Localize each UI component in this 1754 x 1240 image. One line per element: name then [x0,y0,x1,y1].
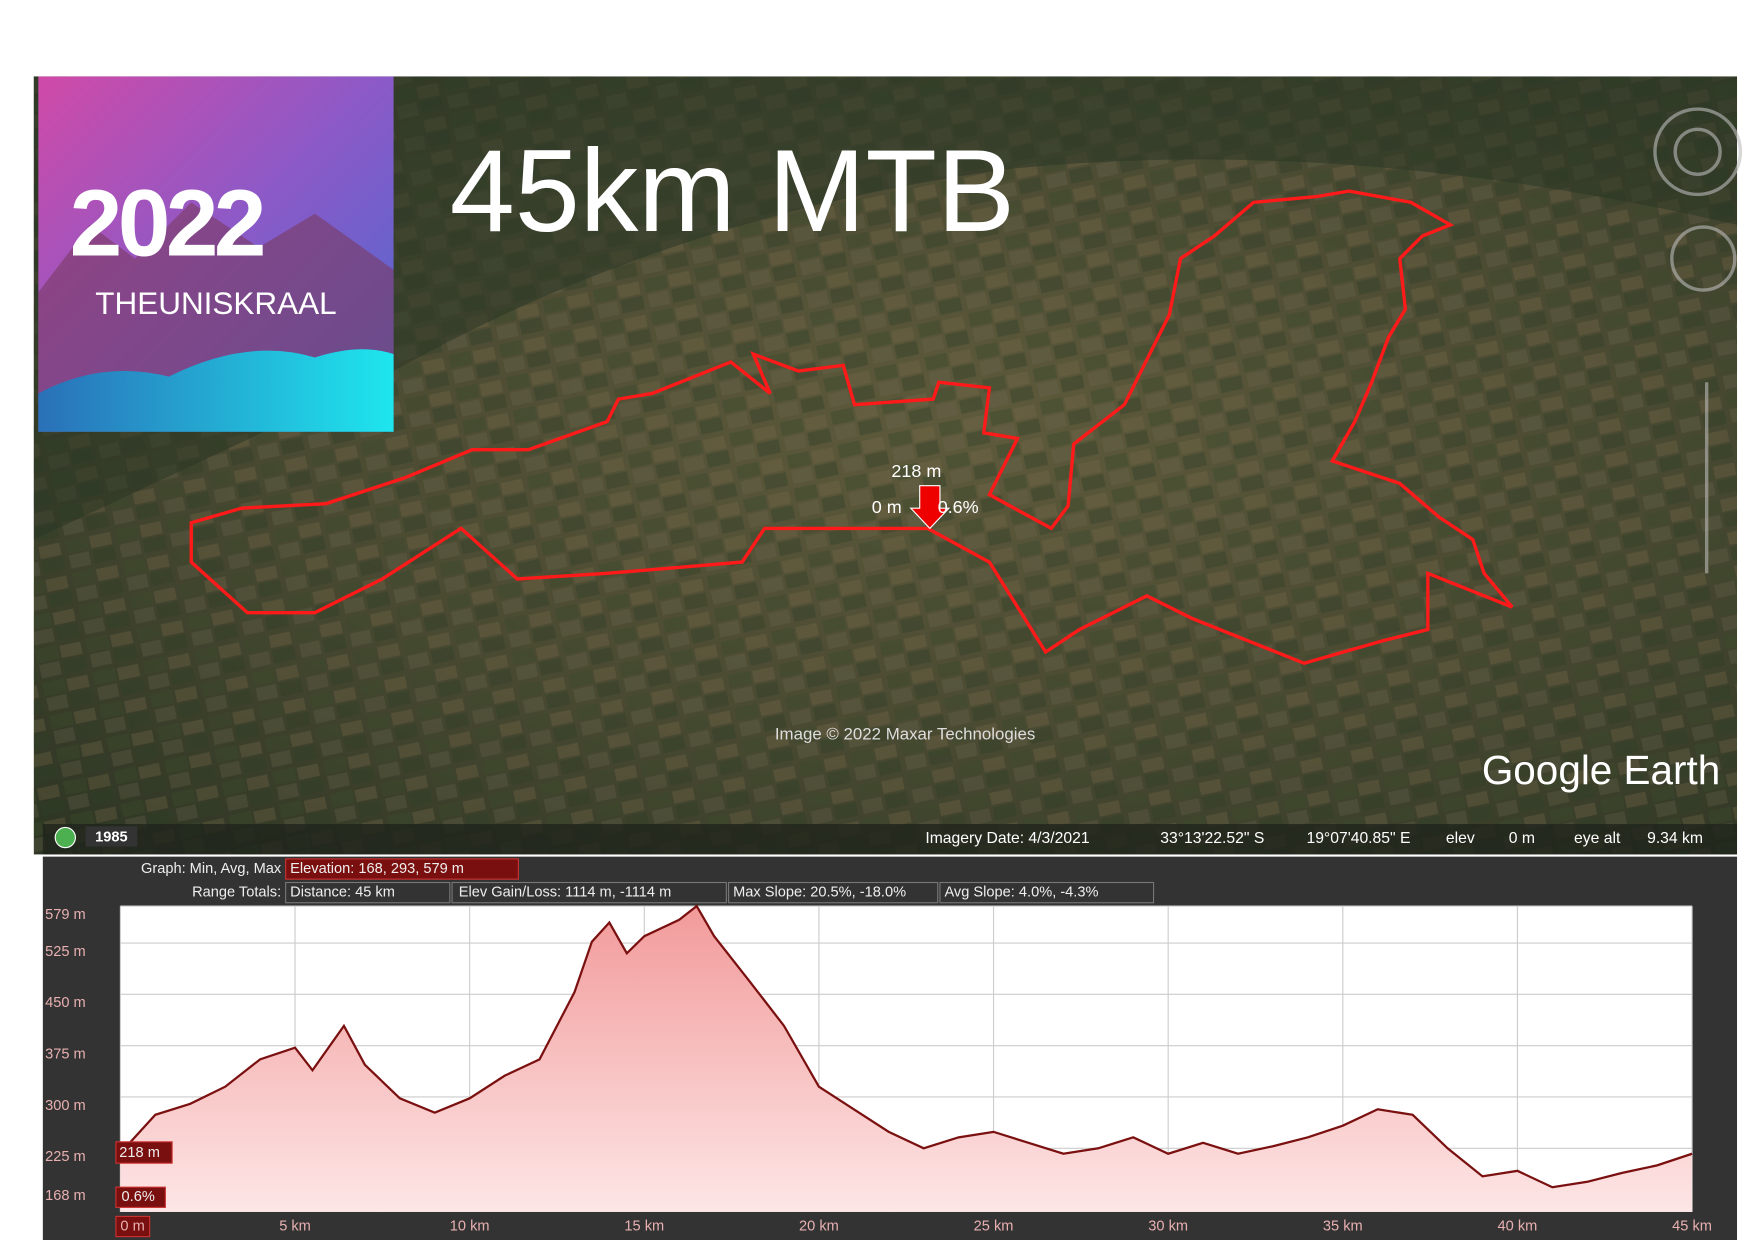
cursor-slope-label: 0.6% [122,1189,155,1205]
elev-label: elev [1446,830,1475,847]
x-tick-label: 0 m [120,1218,144,1234]
logo: 2022 THEUNISKRAAL [38,76,394,432]
x-tick-label: 5 km [279,1218,311,1234]
cursor-slope: 0.6% [938,497,979,517]
page-title: 45km MTB [450,125,1015,256]
elevation-box [285,858,519,880]
elevation-area [120,906,1693,1212]
cursor-slope-box [115,1186,166,1208]
logo-hills [38,202,394,394]
logo-year: 2022 [70,171,263,276]
logo-water [38,349,394,432]
cursor-elevation: 218 m [891,461,941,481]
elevation-line [119,904,1693,1189]
mountains [33,76,1738,540]
x-tick-label: 15 km [624,1218,664,1234]
x-tick-label: 30 km [1148,1218,1188,1234]
copyright: Image © 2022 Maxar Technologies [775,725,1035,744]
imagery-date: Imagery Date: 4/3/2021 [925,830,1089,847]
cursor-arrow [909,485,951,530]
range-label: Range Totals: [192,884,281,900]
cursor-distance: 0 m [872,497,902,517]
year-badge: 1985 [95,829,128,845]
max-slope-stat: Max Slope: 20.5%, -18.0% [733,884,906,900]
eye-alt-label: eye alt [1574,830,1621,847]
x-tick-label: 25 km [974,1218,1014,1234]
y-tick-label: 579 m [45,907,86,923]
history-icon[interactable] [54,826,77,849]
status-bar [42,824,1738,855]
year-badge-box [85,826,138,847]
nav-controls[interactable] [1653,107,1743,574]
y-tick-label: 525 m [45,944,86,960]
elevation-stats: Elevation: 168, 293, 579 m [290,861,464,877]
y-tick-label: 168 m [45,1188,86,1204]
latitude: 33°13'22.52" S [1160,830,1264,847]
y-tick-label: 450 m [45,995,86,1011]
y-tick-label: 375 m [45,1047,86,1063]
eye-alt-value: 9.34 km [1647,830,1703,847]
stat-boxes [285,881,1155,904]
x-tick-label: 40 km [1498,1218,1538,1234]
avg-slope-stat: Avg Slope: 4.0%, -4.3% [944,884,1098,900]
brand: Google Earth [1482,747,1720,793]
graph-label: Graph: Min, Avg, Max [141,861,282,877]
x-cursor-box [115,1215,151,1238]
x-tick-label: 10 km [450,1218,490,1234]
cursor-value-label: 218 m [119,1145,160,1161]
y-tick-label: 300 m [45,1098,86,1114]
gain-loss-stat: Elev Gain/Loss: 1114 m, -1114 m [459,884,671,900]
x-tick-label: 20 km [799,1218,839,1234]
logo-name: THEUNISKRAAL [95,286,336,321]
x-tick-label: 45 km [1672,1218,1712,1234]
route [189,189,1514,666]
x-tick-label: 35 km [1323,1218,1363,1234]
cursor-value-box [115,1141,173,1164]
y-tick-label: 225 m [45,1149,86,1165]
longitude: 19°07'40.85" E [1306,830,1410,847]
distance-stat: Distance: 45 km [290,884,395,900]
elev-value: 0 m [1509,830,1535,847]
